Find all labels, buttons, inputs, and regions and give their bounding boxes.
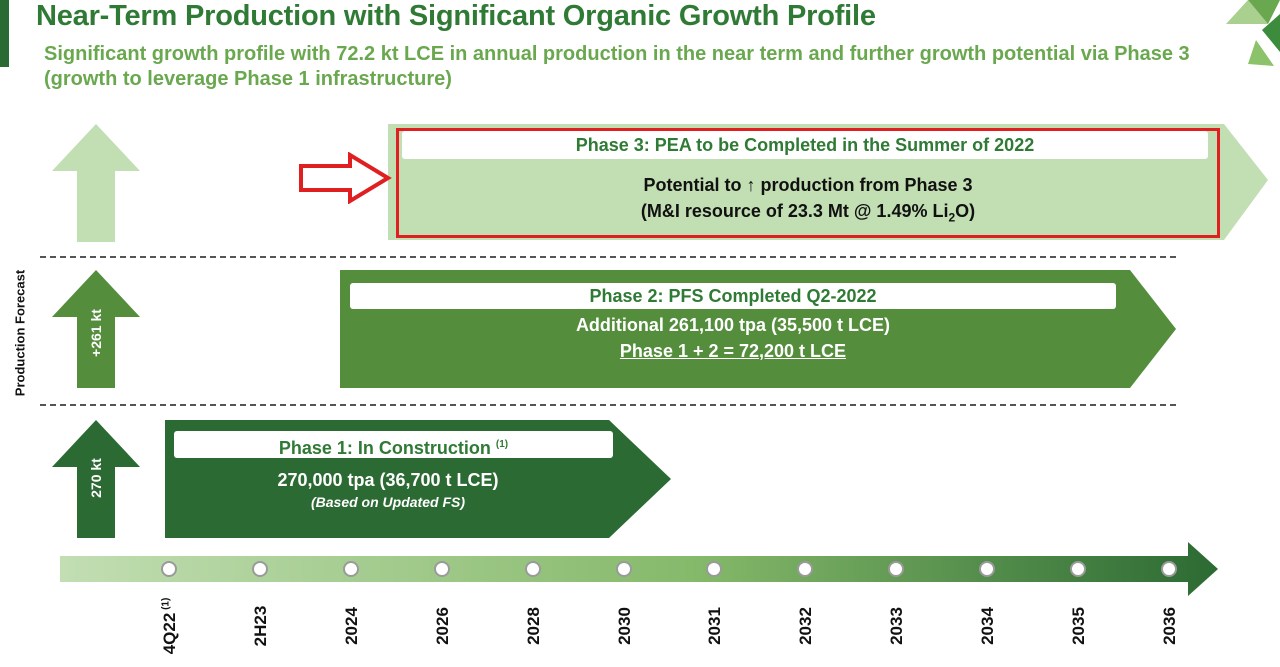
page-subtitle: Significant growth profile with 72.2 kt …	[44, 43, 1190, 90]
timeline-tick-label: 2031	[705, 607, 725, 645]
timeline-tick-footnote: (1)	[160, 597, 172, 613]
company-logo-icon	[1226, 0, 1280, 66]
pointer-arrow-icon	[299, 152, 392, 204]
phase1-side-label: 270 kt	[88, 458, 104, 498]
phase3-title: Phase 3: PEA to be Completed in the Summ…	[402, 131, 1208, 159]
phase3-growth-arrow-icon	[52, 124, 140, 242]
highlight-box	[396, 128, 1220, 238]
timeline-tick-label: 2H23	[250, 605, 270, 647]
timeline-tick-label: 2024	[341, 607, 361, 645]
phase1-line2: (Based on Updated FS)	[310, 494, 465, 510]
timeline-marker	[797, 561, 814, 577]
separator-dashed-line	[40, 256, 1176, 258]
timeline-marker	[161, 561, 177, 577]
phase2-side-label: +261 kt	[88, 309, 104, 357]
timeline-marker	[1070, 561, 1086, 577]
timeline-marker	[251, 561, 268, 577]
phase2-line2: Phase 1 + 2 = 72,200 t LCE	[619, 341, 847, 361]
timeline-tick-label: 2033	[887, 607, 907, 645]
timeline-marker	[1160, 561, 1177, 577]
timeline-arrow	[60, 542, 1218, 596]
phase3-line1: Potential to ↑ production from Phase 3	[643, 175, 973, 195]
timeline-tick-label: 2030	[614, 607, 634, 645]
timeline-marker	[342, 561, 359, 577]
timeline-tick-label: 2032	[796, 607, 816, 645]
phase1-body: 270,000 tpa (36,700 t LCE) (Based on Upd…	[165, 467, 611, 511]
timeline-tick-label: 2034	[978, 607, 998, 645]
timeline-tick-label: 2028	[523, 607, 543, 645]
phase2-title: Phase 2: PFS Completed Q2-2022	[350, 283, 1116, 309]
phase3-body: Potential to ↑ production from Phase 3 (…	[396, 172, 1220, 231]
timeline-marker	[433, 561, 450, 577]
phase2-body: Additional 261,100 tpa (35,500 t LCE) Ph…	[340, 312, 1126, 364]
timeline-marker	[888, 561, 905, 577]
timeline-tick-label: 2036	[1159, 607, 1179, 645]
timeline-tick-label: 2026	[432, 607, 452, 645]
timeline-marker	[706, 561, 723, 577]
separator-dashed-line	[40, 404, 1176, 406]
phase2-growth-arrow-icon	[52, 270, 140, 388]
phase1-title: Phase 1: In Construction (1)	[174, 431, 613, 458]
phase3-line2: (M&I resource of 23.3 Mt @ 1.49% Li2O)	[640, 201, 976, 225]
phase1-growth-arrow-icon	[52, 420, 140, 538]
y-axis-label: Production Forecast	[12, 269, 28, 397]
accent-bar	[0, 0, 9, 67]
timeline-tick-label: 4Q22 (1)	[160, 597, 179, 655]
up-arrow-icon: ↑	[746, 175, 756, 195]
phase1-footnote: (1)	[495, 439, 509, 450]
timeline-tick-label: 2035	[1069, 607, 1088, 645]
phase2-line1: Additional 261,100 tpa (35,500 t LCE)	[575, 315, 891, 335]
timeline-marker	[524, 561, 541, 577]
timeline-marker	[615, 561, 632, 577]
timeline-marker	[979, 561, 996, 577]
page-title: Near-Term Production with Significant Or…	[36, 0, 876, 32]
phase1-line1: 270,000 tpa (36,700 t LCE)	[277, 470, 499, 490]
